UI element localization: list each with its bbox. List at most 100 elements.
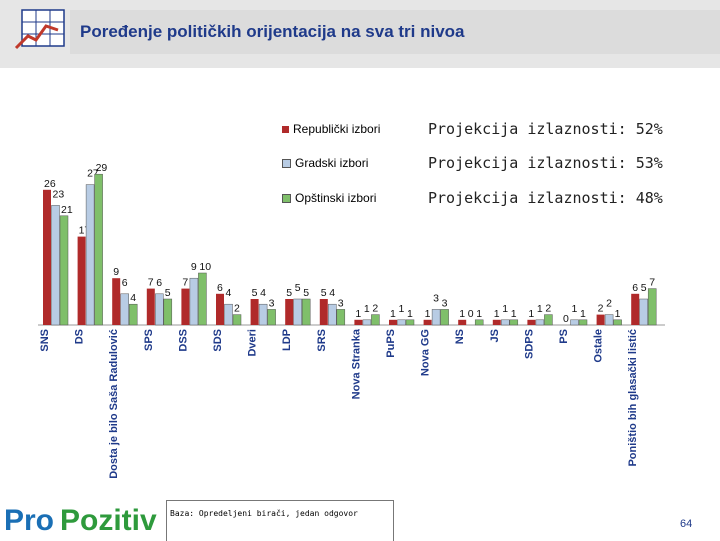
value-label: 21	[61, 204, 73, 216]
legend-item-gradski: Gradski izbori Projekcija izlaznosti: 53…	[282, 154, 663, 172]
legend-item-republicki: Republički izbori Projekcija izlaznosti:…	[282, 120, 663, 138]
category-label: Nova Stranka	[350, 328, 362, 399]
value-label: 1	[580, 308, 586, 320]
value-label: 1	[502, 303, 508, 315]
value-label: 1	[355, 308, 361, 320]
value-label: 29	[96, 162, 108, 174]
legend-projection: Projekcija izlaznosti: 53%	[428, 154, 663, 172]
page-number: 64	[680, 518, 693, 530]
bar-poni-tio-bih-glasa-ki-listi--s0	[631, 293, 640, 325]
legend-item-opstinski: Opštinski izbori Projekcija izlaznosti: …	[282, 189, 663, 207]
legend-label: Republički izbori	[293, 122, 381, 136]
value-label: 1	[459, 308, 465, 320]
bar-nova-gg-s1	[431, 309, 441, 326]
value-label: 1	[407, 308, 413, 320]
category-label: PuPS	[385, 329, 397, 358]
base-note: Baza: Opredeljeni birači, jedan odgovor	[170, 509, 358, 518]
value-label: 9	[113, 266, 119, 278]
value-label: 4	[130, 292, 136, 304]
value-label: 0	[468, 308, 474, 320]
value-label: 2	[234, 303, 240, 315]
category-label: DS	[74, 329, 86, 344]
value-label: 3	[338, 297, 344, 309]
bar-ds-s0	[77, 236, 86, 325]
bar-dveri-s1	[258, 303, 268, 326]
bar-sds-s0	[216, 293, 224, 325]
category-label: SDPS	[523, 329, 535, 359]
bar-sdps-s2	[544, 314, 553, 326]
value-label: 5	[303, 287, 309, 299]
bar-poni-tio-bih-glasa-ki-listi--s2	[647, 288, 657, 326]
value-label: 2	[372, 303, 378, 315]
value-label: 10	[199, 261, 211, 273]
legend-swatch-opstinski	[282, 193, 291, 203]
bar-ps-s1	[570, 319, 579, 326]
value-label: 5	[295, 282, 301, 294]
value-label: 5	[252, 287, 258, 299]
bar-dss-s1	[189, 277, 199, 326]
bar-dosta-je-bilo-sa-a-radulovi--s1	[120, 293, 129, 326]
value-label: 1	[476, 308, 482, 320]
category-label: JS	[489, 329, 501, 342]
value-label: 4	[260, 287, 266, 299]
bar-pups-s1	[397, 319, 406, 326]
value-label: 1	[390, 308, 396, 320]
bar-dosta-je-bilo-sa-a-radulovi--s0	[112, 278, 121, 325]
header-bar	[70, 10, 720, 54]
bar-ostale-s1	[604, 314, 614, 326]
bar-nova-gg-s0	[423, 319, 432, 325]
bar-dveri-s2	[267, 309, 276, 326]
value-label: 0	[563, 313, 569, 325]
bar-ns-s0	[458, 319, 467, 325]
bar-sdps-s1	[535, 319, 545, 326]
legend-projection: Projekcija izlaznosti: 48%	[428, 189, 663, 207]
bar-js-s0	[492, 319, 501, 325]
bar-pups-s2	[405, 319, 415, 326]
value-label: 4	[329, 287, 335, 299]
value-label: 3	[442, 297, 448, 309]
bar-poni-tio-bih-glasa-ki-listi--s1	[639, 298, 648, 326]
bar-nova-gg-s2	[440, 309, 449, 326]
bar-ds-s1	[85, 184, 95, 326]
value-label: 1	[494, 308, 500, 320]
value-label: 2	[598, 303, 604, 315]
bar-dss-s2	[198, 272, 207, 326]
bar-ldp-s2	[301, 298, 311, 326]
bar-srs-s1	[328, 303, 337, 326]
bar-sns-s0	[43, 189, 51, 325]
value-label: 2	[545, 303, 551, 315]
value-label: 3	[269, 297, 275, 309]
category-label: SDS	[212, 329, 224, 352]
value-label: 23	[53, 188, 65, 200]
bar-sns-s2	[59, 215, 69, 326]
bar-nova-stranka-s2	[371, 314, 380, 326]
category-label: DSS	[177, 329, 189, 352]
legend-label: Opštinski izbori	[295, 191, 377, 205]
legend-swatch-gradski	[282, 158, 291, 168]
value-label: 2	[606, 298, 612, 310]
bar-srs-s0	[319, 299, 328, 325]
value-label: 7	[148, 277, 154, 289]
legend-swatch-republicki	[282, 125, 289, 133]
bar-srs-s2	[336, 309, 346, 326]
category-label: Dosta je bilo Saša Radulović	[108, 329, 120, 479]
value-label: 7	[649, 277, 655, 289]
bar-dss-s0	[181, 288, 190, 325]
bar-dosta-je-bilo-sa-a-radulovi--s2	[128, 303, 138, 326]
category-label: Dveri	[247, 329, 259, 357]
bar-ps-s2	[578, 319, 588, 326]
bar-sds-s1	[224, 303, 233, 326]
bar-ldp-s1	[293, 298, 302, 326]
legend-projection: Projekcija izlaznosti: 52%	[428, 120, 663, 138]
value-label: 6	[122, 277, 128, 289]
value-label: 1	[425, 308, 431, 320]
legend-label: Gradski izbori	[295, 156, 369, 170]
bar-sdps-s0	[527, 319, 536, 325]
bar-js-s2	[509, 319, 519, 326]
bar-ds-s2	[94, 173, 103, 326]
svg-text:Pozitiv: Pozitiv	[60, 504, 157, 537]
value-label: 9	[191, 261, 197, 273]
chart-logo-icon	[14, 9, 65, 50]
bar-ldp-s0	[285, 299, 294, 325]
